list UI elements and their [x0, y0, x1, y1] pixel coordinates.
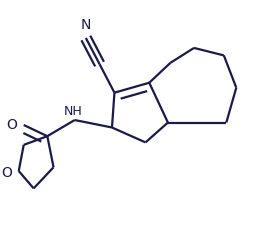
Text: NH: NH	[64, 104, 83, 118]
Text: O: O	[7, 118, 17, 132]
Text: O: O	[1, 166, 12, 180]
Text: N: N	[81, 18, 91, 32]
